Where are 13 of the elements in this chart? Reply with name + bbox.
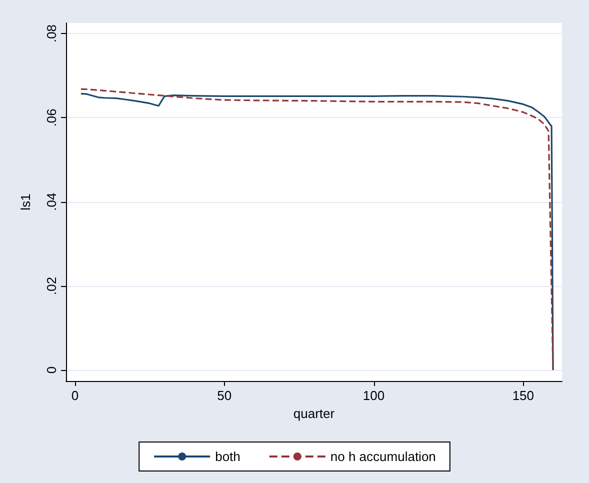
x-tick-label: 0 xyxy=(71,388,79,403)
x-tick-label: 50 xyxy=(217,388,232,403)
y-tick-label: 0 xyxy=(44,366,59,374)
x-tick-label: 150 xyxy=(512,388,534,403)
y-tick-label: .06 xyxy=(44,108,59,127)
x-tick-label: 100 xyxy=(362,388,385,403)
legend-label: both xyxy=(215,449,240,464)
y-axis-title: ls1 xyxy=(18,194,33,210)
legend-label: no h accumulation xyxy=(330,449,436,464)
y-tick-label: .08 xyxy=(44,24,59,43)
y-tick-label: .04 xyxy=(44,192,59,211)
y-tick-label: .02 xyxy=(44,276,59,295)
x-axis-title: quarter xyxy=(293,406,336,421)
